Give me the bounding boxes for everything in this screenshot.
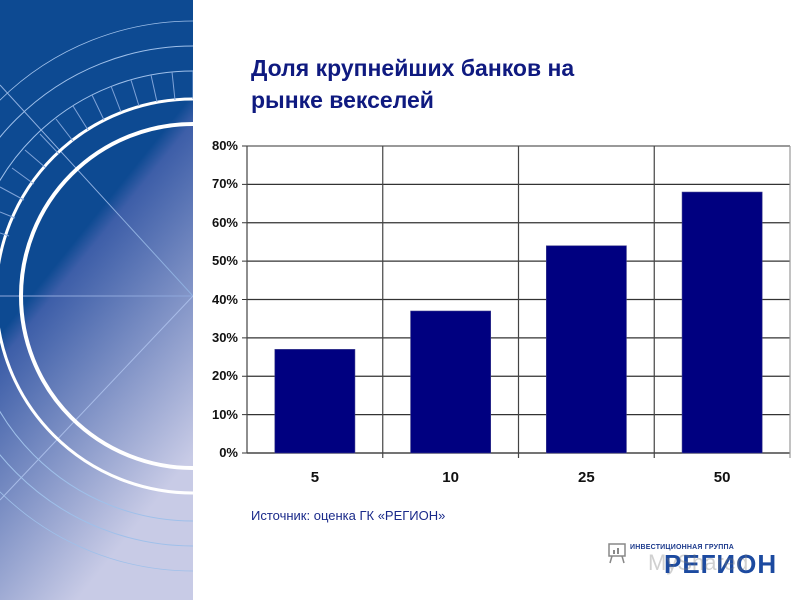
watermark: MyShared (648, 550, 749, 575)
presentation-board-icon (608, 543, 626, 564)
title-line-2: рынке векселей (251, 87, 434, 113)
x-tick-label: 50 (713, 469, 731, 486)
x-tick-label: 25 (578, 469, 595, 486)
chart-plot-area (242, 145, 791, 458)
source-note: Источник: оценка ГК «РЕГИОН» (251, 508, 446, 523)
y-tick-label: 80% (211, 138, 238, 153)
logo-name: РЕГИОН (664, 549, 778, 579)
y-tick-label: 10% (211, 406, 238, 422)
concentric-arcs-graphic (0, 0, 193, 600)
y-tick-label: 0% (219, 445, 238, 460)
company-logo: ИНВЕСТИЦИОННАЯ ГРУППА РЕГИОН MyShared (608, 540, 793, 580)
y-tick-label: 40% (211, 291, 238, 307)
y-tick-label: 70% (211, 176, 238, 192)
slide-title: Доля крупнейших банков на рынке векселей (251, 52, 711, 116)
x-tick-label: 5 (310, 469, 320, 486)
y-tick-label: 30% (211, 329, 238, 345)
bar-chart (242, 145, 791, 458)
y-tick-label: 50% (211, 253, 238, 269)
y-tick-label: 20% (211, 368, 238, 384)
decorative-side-panel (0, 0, 193, 600)
logo-subtitle: ИНВЕСТИЦИОННАЯ ГРУППА (630, 544, 734, 551)
bar-10 (410, 310, 491, 454)
x-tick-label: 10 (442, 469, 459, 486)
bar-25 (546, 245, 627, 454)
title-line-1: Доля крупнейших банков на (251, 55, 575, 81)
bar-50 (681, 191, 763, 454)
y-tick-label: 60% (211, 214, 238, 230)
bar-5 (274, 349, 356, 454)
